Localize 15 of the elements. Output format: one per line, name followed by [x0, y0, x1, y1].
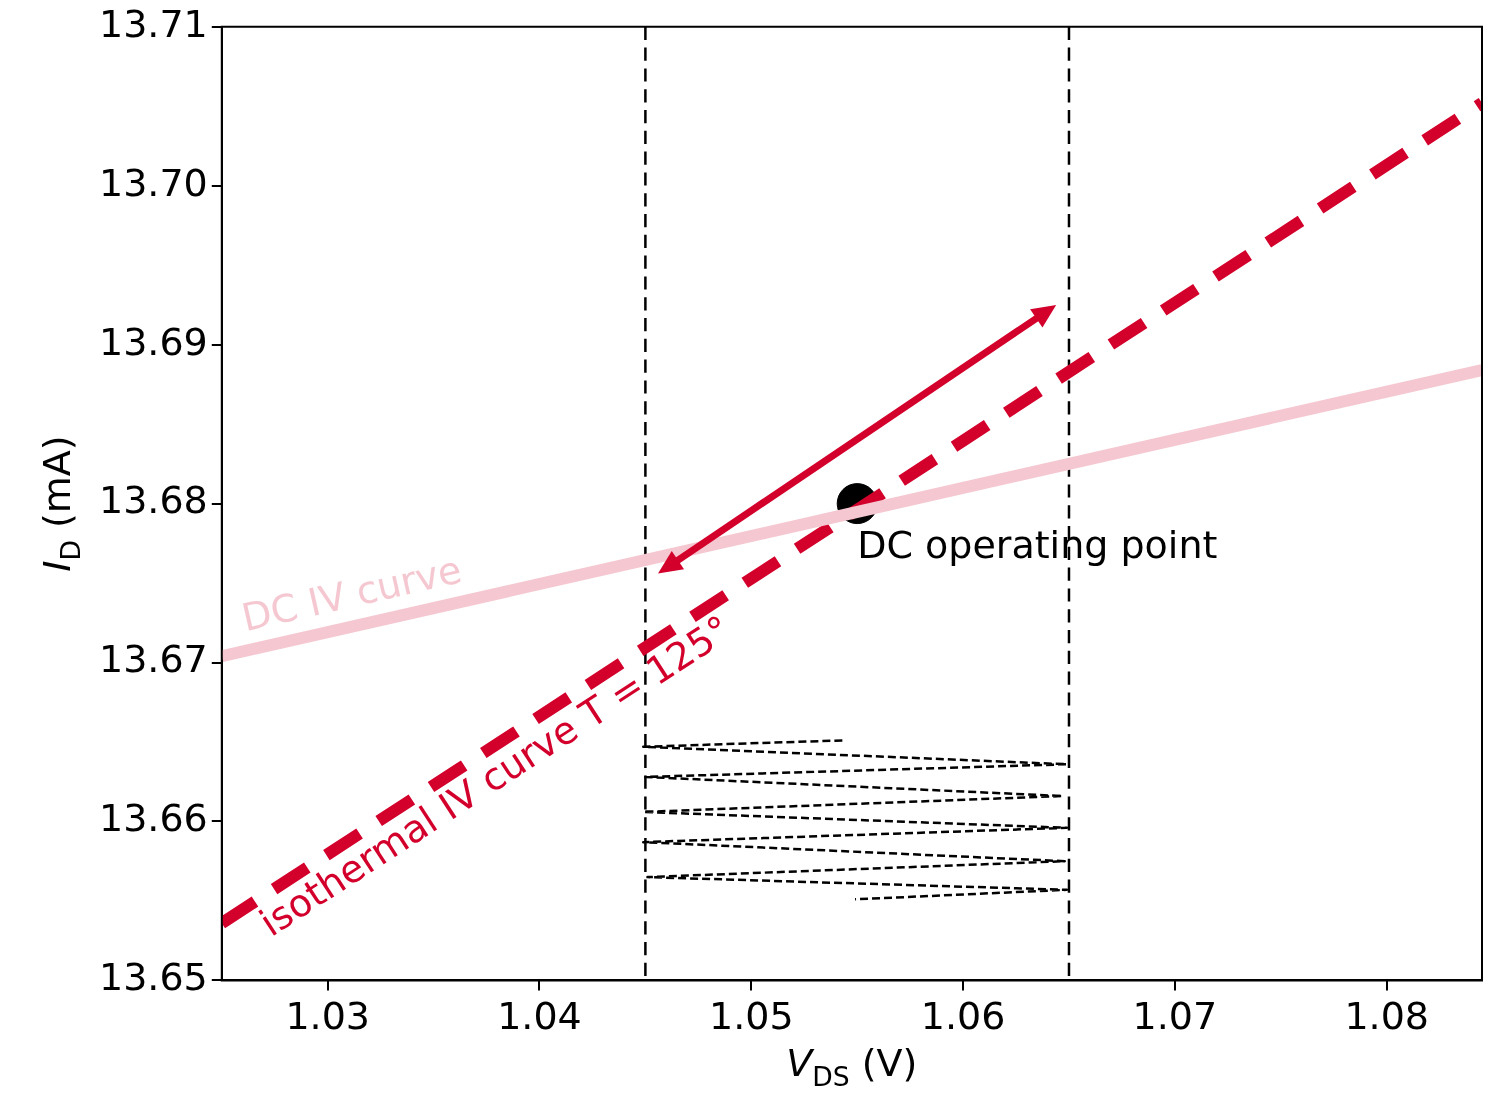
x-tick-label: 1.03 [285, 994, 370, 1039]
y-tick-label: 13.67 [98, 637, 208, 682]
x-tick-label: 1.06 [920, 994, 1006, 1039]
y-tick-label: 13.70 [98, 160, 208, 205]
x-tick-label: 1.07 [1132, 994, 1218, 1039]
x-tick-label: 1.08 [1344, 994, 1429, 1039]
annotation: DC operating point [857, 523, 1218, 568]
y-tick-label: 13.66 [98, 796, 208, 841]
x-tick-label: 1.05 [708, 994, 794, 1039]
y-tick-label: 13.65 [98, 955, 208, 1000]
x-tick-label: 1.04 [497, 994, 582, 1039]
y-tick-label: 13.71 [98, 1, 208, 46]
y-tick-label: 13.69 [98, 319, 208, 364]
y-axis-title: ID (mA) [35, 435, 86, 572]
y-tick-label: 13.68 [98, 478, 208, 523]
